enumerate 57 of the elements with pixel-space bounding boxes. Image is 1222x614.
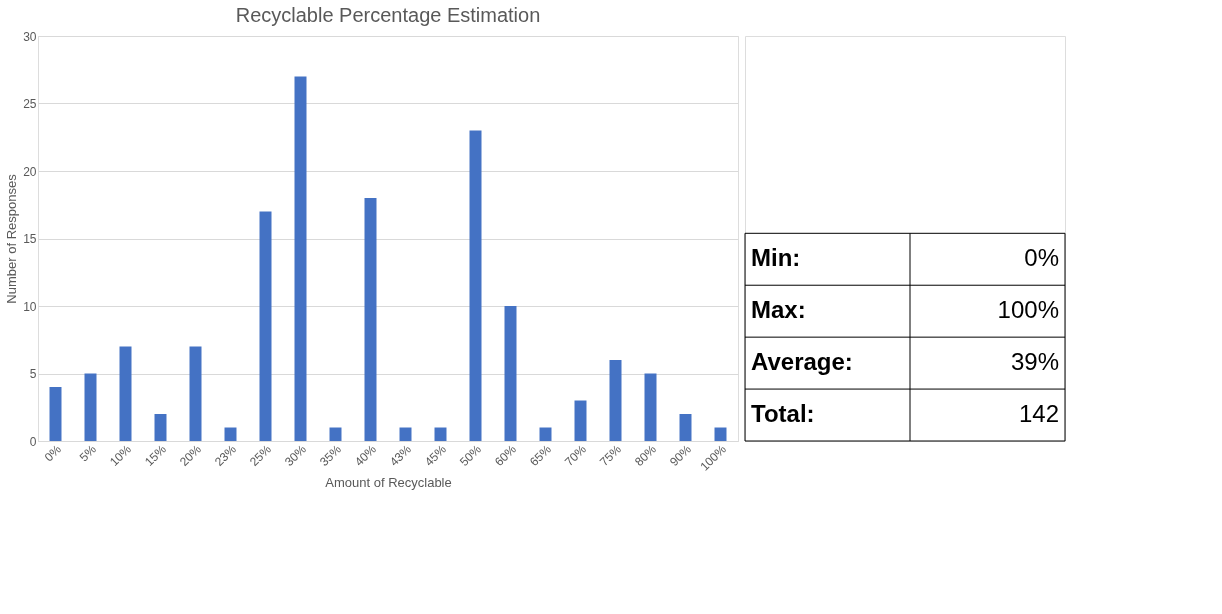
- text: Min:: [751, 244, 801, 272]
- y-tick-label: 0: [29, 434, 37, 449]
- text: 142: [1018, 400, 1059, 428]
- x-tick-label: 50%: [457, 441, 485, 469]
- text: Average:: [751, 348, 853, 376]
- bar: [714, 427, 727, 441]
- bar: [189, 346, 202, 441]
- bar: [259, 211, 272, 441]
- x-tick-label: 65%: [527, 441, 555, 469]
- text: Max:: [751, 296, 806, 324]
- x-tick-label: 43%: [387, 441, 415, 469]
- x-tick-label: 40%: [352, 441, 380, 469]
- bar: [294, 76, 307, 441]
- y-tick-label: 10: [23, 299, 37, 314]
- y-tick-label: 25: [23, 97, 37, 111]
- bar: [329, 427, 342, 441]
- bar: [364, 198, 377, 441]
- x-axis-title: Amount of Recyclable: [325, 474, 452, 490]
- x-tick-label: 45%: [422, 441, 450, 469]
- text: Total:: [751, 400, 815, 428]
- x-tick-label: 30%: [282, 441, 310, 469]
- bar: [469, 130, 482, 441]
- y-tick-label: 20: [23, 164, 37, 179]
- bar: [679, 414, 692, 441]
- x-tick-label: 35%: [317, 441, 345, 469]
- x-tick-label: 20%: [177, 441, 205, 469]
- bar: [224, 427, 237, 441]
- bar: [84, 373, 97, 441]
- x-tick-label: 15%: [142, 441, 170, 469]
- bar: [644, 373, 657, 441]
- x-tick-label: 90%: [667, 441, 695, 469]
- chart-title: Recyclable Percentage Estimation: [235, 4, 541, 26]
- bar: [49, 387, 62, 441]
- text: 100%: [997, 296, 1059, 324]
- y-tick-label: 15: [23, 232, 37, 246]
- x-tick-label: 5%: [76, 441, 100, 465]
- x-tick-label: 10%: [107, 441, 135, 469]
- x-tick-label: 70%: [562, 441, 590, 469]
- x-tick-label: 60%: [492, 441, 520, 469]
- x-tick-label: 75%: [597, 441, 625, 469]
- x-tick-label: 25%: [247, 441, 275, 469]
- bar: [574, 400, 587, 441]
- text: 39%: [1010, 348, 1059, 376]
- x-tick-label: 80%: [632, 441, 660, 469]
- bar: [504, 306, 517, 441]
- y-axis-title: Number of Responses: [4, 173, 20, 304]
- y-tick-label: 5: [29, 367, 37, 381]
- bar: [539, 427, 552, 441]
- bar: [154, 414, 167, 441]
- bar: [119, 346, 132, 441]
- y-tick-label: 30: [23, 29, 37, 44]
- bar: [609, 360, 622, 441]
- x-tick-label: 23%: [212, 441, 240, 469]
- text: 0%: [1024, 244, 1059, 272]
- bar: [399, 427, 412, 441]
- x-tick-label: 0%: [41, 441, 65, 465]
- bar: [434, 427, 447, 441]
